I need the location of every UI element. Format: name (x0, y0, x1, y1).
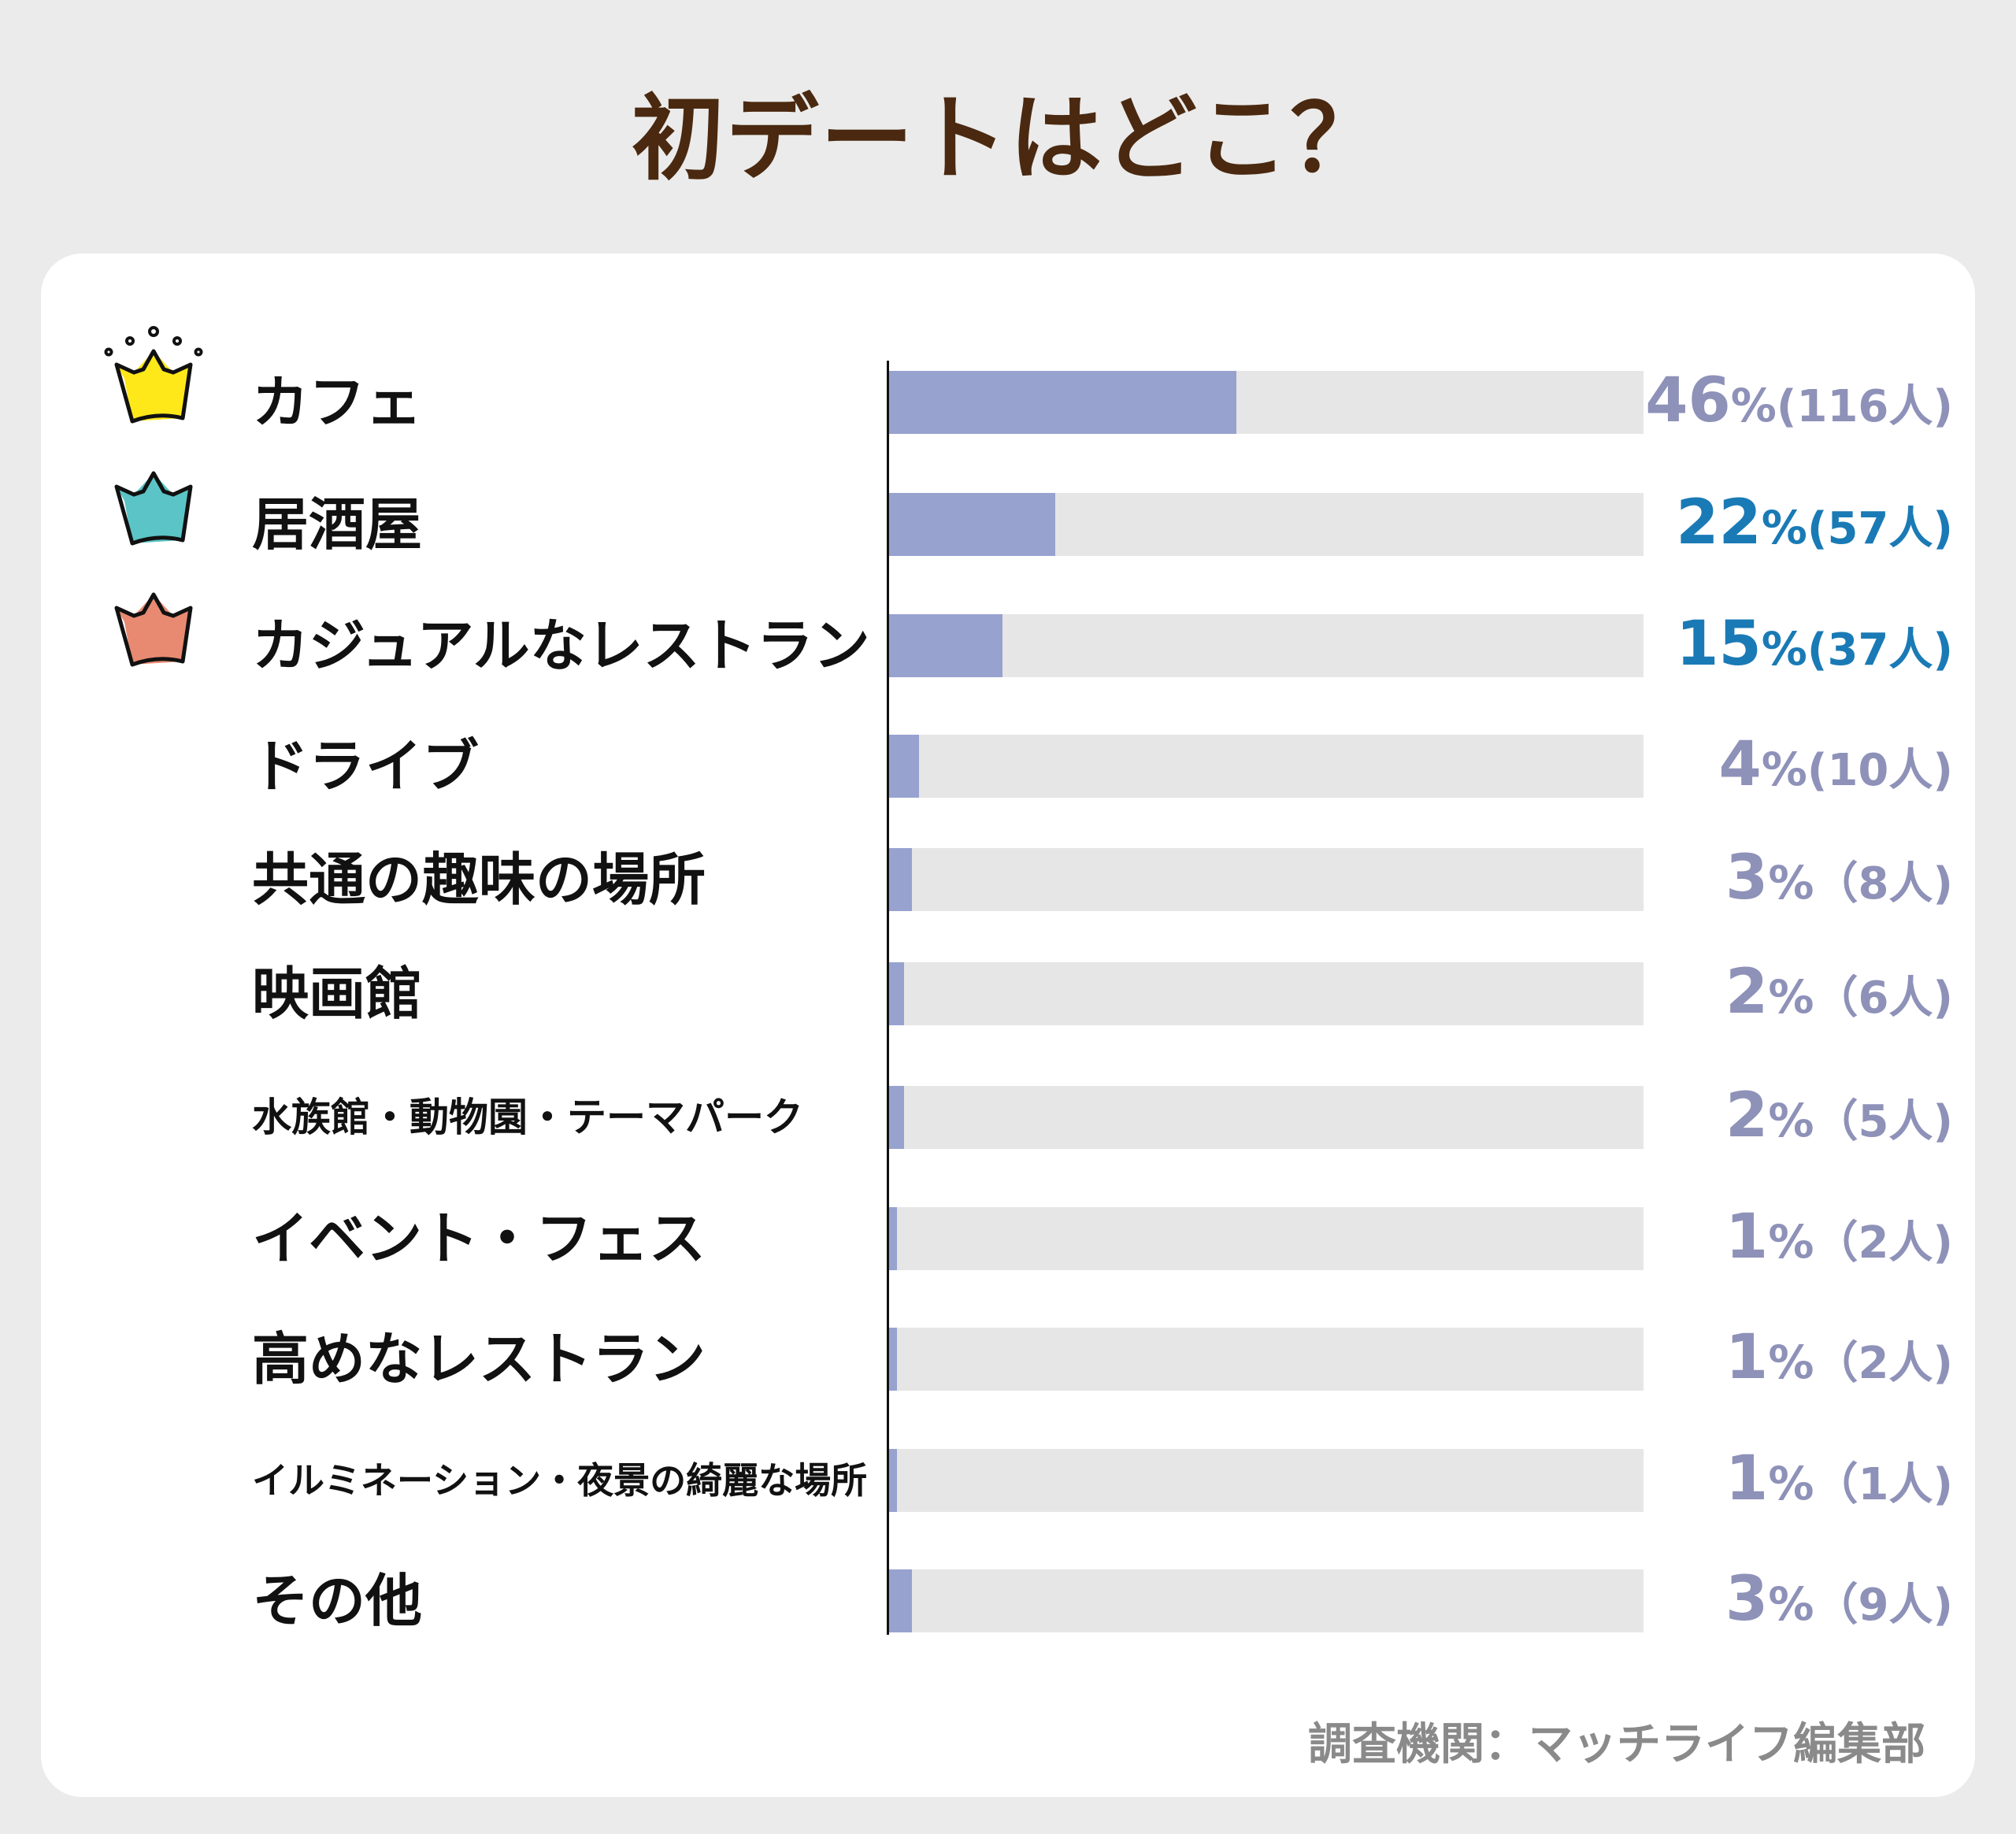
crown-gold-icon (104, 326, 203, 424)
bar-fill (889, 962, 905, 1025)
bar-track (889, 1207, 1644, 1270)
percent-value: 22 (1676, 487, 1762, 558)
value-label: 15%(37人) (1676, 605, 1953, 684)
percent-value: 1 (1725, 1322, 1769, 1393)
percent-unit: % (1761, 622, 1807, 676)
bar-fill (889, 493, 1055, 556)
percent-value: 3 (1725, 843, 1769, 913)
credit-text: 調査機関：マッチライフ編集部 (1308, 1719, 1925, 1770)
category-label: 水族館・動物園・テーマパーク (252, 1095, 803, 1140)
bar-fill (889, 1207, 897, 1270)
percent-value: 1 (1725, 1443, 1769, 1514)
value-label: 3%（9人) (1725, 1560, 1953, 1639)
bar-fill (889, 1569, 912, 1632)
percent-unit: % (1761, 743, 1807, 796)
percent-unit: % (1768, 1457, 1814, 1510)
bar-row: ドライブ 4%(10人) (0, 729, 2016, 800)
value-label: 22%(57人) (1676, 484, 1953, 562)
bar-fill (889, 848, 912, 911)
count-value: （2人) (1814, 1338, 1953, 1389)
value-label: 46%(116人) (1645, 361, 1953, 440)
percent-value: 3 (1725, 1564, 1769, 1635)
bar-track (889, 735, 1644, 798)
category-label: イルミネーション・夜景の綺麗な場所 (252, 1459, 868, 1502)
bar-row: カフェ 46%(116人) (0, 326, 2016, 436)
category-label: 居酒屋 (252, 491, 423, 558)
bar-fill (889, 371, 1236, 434)
bar-fill (889, 735, 920, 798)
percent-value: 2 (1725, 1080, 1769, 1151)
chart-title: 初デートはどこ？ (631, 84, 1385, 193)
bar-row: 水族館・動物園・テーマパーク 2%（5人) (0, 1080, 2016, 1151)
percent-unit: % (1768, 856, 1814, 910)
percent-value: 46 (1645, 365, 1731, 436)
bar-track (889, 371, 1644, 434)
count-value: （2人) (1814, 1217, 1953, 1269)
percent-unit: % (1768, 1215, 1814, 1269)
percent-value: 2 (1725, 957, 1769, 1028)
crown-salmon-icon (114, 592, 193, 667)
count-value: (57人) (1807, 503, 1953, 554)
category-label: 共通の趣味の場所 (252, 847, 706, 913)
value-label: 1%（1人) (1725, 1439, 1953, 1518)
bar-row: 共通の趣味の場所 3%（8人) (0, 843, 2016, 913)
bar-row: イルミネーション・夜景の綺麗な場所 1%（1人) (0, 1443, 2016, 1514)
percent-unit: % (1761, 501, 1807, 554)
percent-unit: % (1768, 970, 1814, 1024)
bar-track (889, 1086, 1644, 1149)
percent-value: 15 (1676, 609, 1762, 680)
bar-track (889, 493, 1644, 556)
bar-row: イベント・フェス 1%（2人) (0, 1202, 2016, 1273)
value-label: 2%（5人) (1725, 1076, 1953, 1155)
count-value: （5人) (1814, 1096, 1953, 1147)
count-value: (37人) (1807, 624, 1953, 676)
bar-fill (889, 1449, 897, 1512)
bar-track (889, 848, 1644, 911)
category-label: ドライブ (252, 733, 480, 799)
category-label: 高めなレストラン (252, 1326, 706, 1392)
percent-value: 1 (1725, 1202, 1769, 1273)
bar-row: カジュアルなレストラン 15%(37人) (0, 592, 2016, 680)
bar-track (889, 1328, 1644, 1391)
bar-track (889, 1569, 1644, 1632)
bar-row: 映画館 2%（6人) (0, 957, 2016, 1028)
percent-value: 4 (1718, 729, 1762, 800)
percent-unit: % (1768, 1577, 1814, 1631)
bar-track (889, 1449, 1644, 1512)
category-label: カジュアルなレストラン (252, 613, 870, 679)
crown-teal-icon (114, 471, 193, 546)
bar-track (889, 614, 1644, 677)
bar-row: 高めなレストラン 1%（2人) (0, 1322, 2016, 1393)
axis-line (887, 361, 889, 1635)
category-label: カフェ (252, 369, 423, 435)
bar-track (889, 962, 1644, 1025)
value-label: 4%(10人) (1718, 725, 1953, 804)
bar-row: 居酒屋 22%(57人) (0, 471, 2016, 558)
bar-fill (889, 1086, 905, 1149)
count-value: （6人) (1814, 973, 1953, 1024)
bar-row: その他 3%（9人) (0, 1564, 2016, 1635)
category-label: 映画館 (252, 961, 423, 1027)
value-label: 2%（6人) (1725, 953, 1953, 1032)
percent-unit: % (1768, 1336, 1814, 1389)
value-label: 1%（2人) (1725, 1198, 1953, 1276)
value-label: 1%（2人) (1725, 1318, 1953, 1397)
percent-unit: % (1730, 379, 1777, 432)
category-label: イベント・フェス (252, 1206, 706, 1272)
count-value: (116人) (1776, 381, 1953, 432)
percent-unit: % (1768, 1094, 1814, 1147)
category-label: その他 (252, 1568, 423, 1634)
value-label: 3%（8人) (1725, 839, 1953, 917)
count-value: （9人) (1814, 1580, 1953, 1631)
count-value: (10人) (1807, 745, 1953, 796)
count-value: （1人) (1814, 1459, 1953, 1510)
bar-fill (889, 1328, 897, 1391)
count-value: （8人) (1814, 858, 1953, 910)
bar-fill (889, 614, 1002, 677)
